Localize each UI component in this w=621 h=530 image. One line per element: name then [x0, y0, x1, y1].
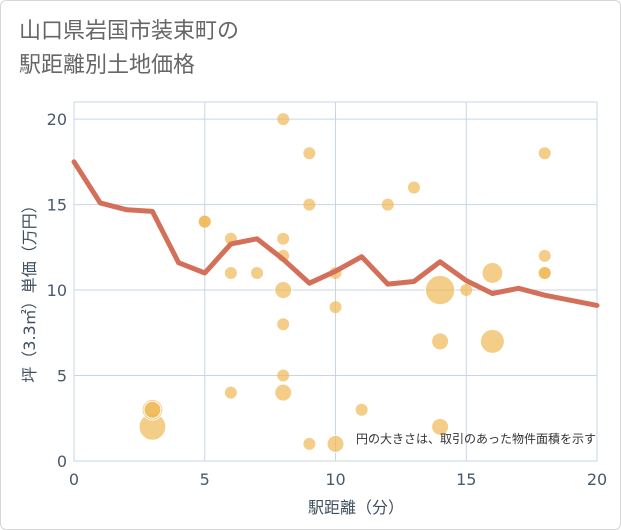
scatter-point	[538, 147, 551, 160]
scatter-point	[538, 249, 551, 262]
bubble-layer	[138, 113, 551, 453]
y-tick-label: 20	[47, 110, 67, 129]
scatter-point	[277, 369, 290, 382]
scatter-point	[277, 113, 290, 126]
scatter-point	[224, 266, 237, 279]
scatter-point	[224, 386, 237, 399]
scatter-point	[460, 284, 473, 297]
scatter-point	[479, 328, 505, 354]
y-tick-label: 0	[57, 452, 67, 471]
x-tick-label: 15	[456, 470, 476, 489]
scatter-point	[329, 301, 342, 314]
y-tick-label: 5	[57, 367, 67, 386]
x-tick-label: 0	[69, 470, 79, 489]
scatter-point	[303, 147, 316, 160]
scatter-point	[431, 332, 450, 351]
x-tick-label: 10	[325, 470, 345, 489]
scatter-point	[326, 434, 345, 453]
scatter-point	[481, 262, 504, 284]
y-axis-label: 坪（3.3㎡）単価（万円）	[20, 197, 39, 382]
scatter-point	[251, 266, 264, 279]
scatter-point	[431, 417, 450, 436]
scatter-point	[355, 403, 368, 416]
scatter-point	[538, 266, 551, 279]
y-tick-label: 10	[47, 281, 67, 300]
chart-title-line-2: 駅距離別土地価格	[19, 53, 196, 78]
chart-title: 山口県岩国市装束町の 駅距離別土地価格	[19, 15, 239, 83]
scatter-point	[274, 383, 293, 402]
chart-title-line-1: 山口県岩国市装束町の	[19, 19, 240, 44]
scatter-point	[143, 400, 162, 419]
line-layer	[71, 159, 600, 308]
average-price-line	[71, 159, 600, 308]
scatter-point	[303, 198, 316, 211]
size-annotation: 円の大きさは、取引のあった物件面積を示す	[356, 431, 596, 446]
scatter-point	[407, 181, 420, 194]
x-tick-label: 20	[587, 470, 607, 489]
scatter-point	[277, 318, 290, 331]
x-axis-label: 駅距離（分）	[308, 498, 404, 517]
x-tick-label: 5	[200, 470, 210, 489]
y-tick-label: 15	[47, 196, 67, 215]
scatter-point	[381, 198, 394, 211]
scatter-point	[303, 437, 316, 450]
scatter-point	[198, 215, 211, 228]
scatter-point	[424, 274, 456, 306]
scatter-point	[274, 281, 293, 300]
tick-layer: 0 5 10 15 20 0 5 10 15 20	[47, 110, 608, 489]
scatter-point	[277, 232, 290, 245]
